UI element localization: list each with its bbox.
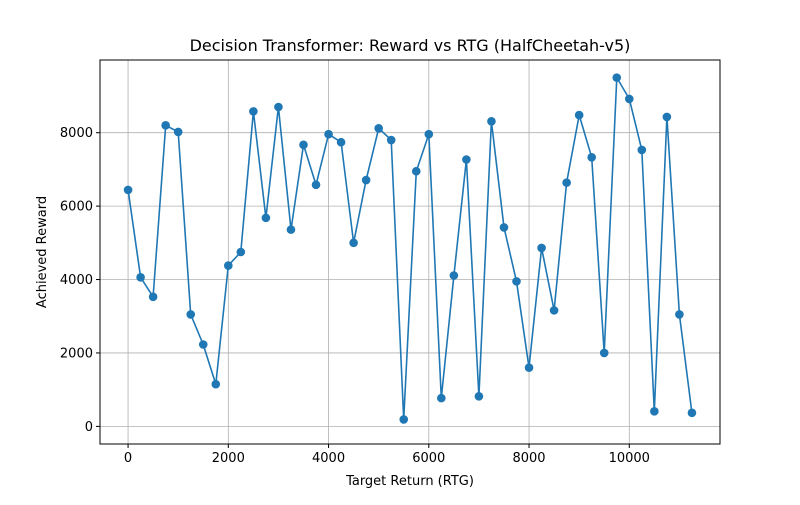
- data-point: [449, 271, 459, 280]
- data-point: [687, 408, 697, 418]
- y-tick-label: 0: [85, 420, 93, 435]
- y-axis-ticks: 0 2000 4000 6000 8000: [60, 126, 100, 435]
- x-tick-label: 8000: [512, 451, 545, 466]
- data-point: [399, 415, 409, 424]
- data-point: [136, 273, 145, 282]
- data-point: [675, 310, 684, 319]
- data-point: [437, 393, 446, 403]
- series-line: [127, 76, 693, 421]
- y-tick-label: 2000: [60, 346, 93, 361]
- data-point: [474, 391, 484, 401]
- data-point: [336, 137, 346, 147]
- y-tick-label: 8000: [60, 126, 93, 141]
- chart-title: Decision Transformer: Reward vs RTG (Hal…: [190, 36, 631, 55]
- data-point: [311, 180, 321, 190]
- data-point: [211, 379, 221, 389]
- data-point: [173, 127, 183, 137]
- x-axis-ticks: 0 2000 4000 6000 8000 10000: [124, 444, 650, 466]
- y-tick-label: 6000: [60, 200, 93, 215]
- data-point: [224, 261, 233, 270]
- data-point: [612, 73, 622, 82]
- data-point: [411, 166, 421, 176]
- data-point: [186, 310, 196, 319]
- data-point: [361, 175, 371, 185]
- data-point: [161, 121, 170, 130]
- plot-frame: [99, 59, 721, 445]
- data-point: [624, 94, 634, 104]
- data-point: [249, 107, 258, 116]
- x-tick-label: 10000: [609, 451, 650, 466]
- y-tick-label: 4000: [60, 273, 93, 288]
- data-point: [487, 117, 496, 126]
- data-point: [123, 185, 133, 195]
- data-point: [662, 112, 672, 122]
- data-point: [299, 140, 308, 150]
- data-point: [198, 340, 208, 349]
- series-layer: [123, 73, 697, 424]
- data-point: [524, 363, 534, 372]
- data-point: [587, 152, 596, 162]
- data-point: [462, 155, 471, 164]
- grid-lines: [100, 60, 720, 444]
- data-point: [512, 277, 521, 286]
- data-point: [349, 238, 358, 248]
- data-point: [499, 223, 509, 232]
- data-point: [274, 102, 283, 112]
- x-tick-label: 2000: [212, 451, 245, 466]
- x-tick-label: 0: [124, 451, 132, 466]
- data-point: [599, 348, 609, 358]
- data-point: [537, 243, 546, 253]
- data-point: [386, 135, 396, 145]
- y-axis-label: Achieved Reward: [35, 196, 50, 308]
- data-point: [374, 123, 383, 133]
- data-point: [236, 247, 246, 257]
- x-tick-label: 6000: [412, 451, 445, 466]
- data-point: [261, 213, 271, 223]
- data-point: [148, 292, 158, 302]
- data-point: [424, 129, 434, 139]
- data-point: [562, 178, 571, 187]
- x-tick-label: 4000: [312, 451, 345, 466]
- x-axis-label: Target Return (RTG): [345, 474, 474, 489]
- data-point: [324, 129, 333, 139]
- data-point: [549, 306, 559, 315]
- data-point: [574, 110, 584, 120]
- data-point: [650, 407, 659, 416]
- data-point: [286, 225, 296, 234]
- data-point: [637, 145, 647, 155]
